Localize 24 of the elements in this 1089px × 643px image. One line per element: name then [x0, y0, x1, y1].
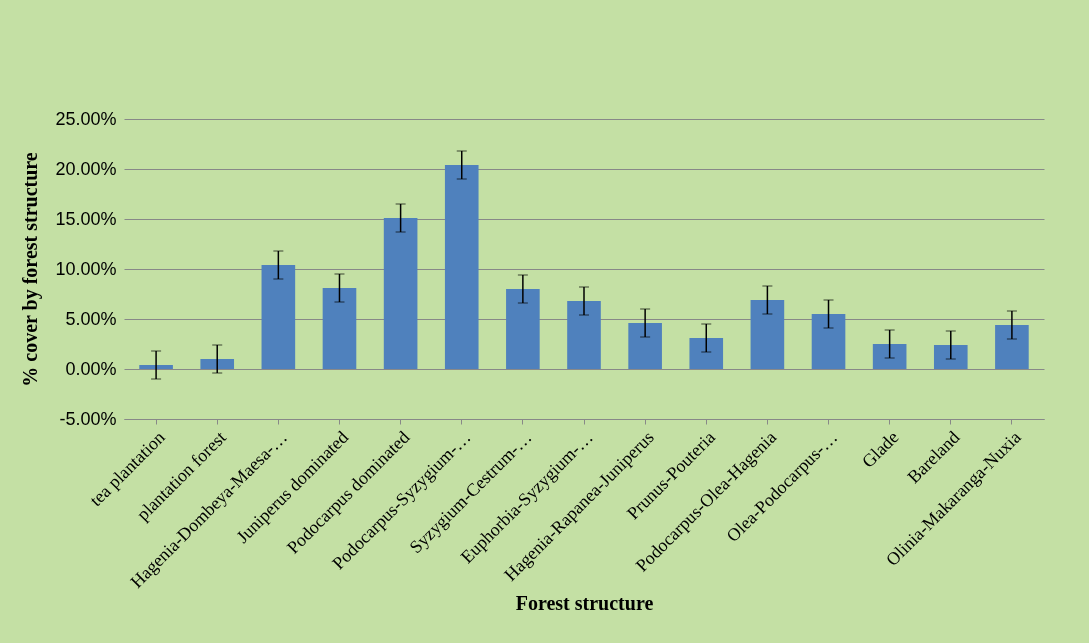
bar: [995, 325, 1029, 369]
x-axis-title: Forest structure: [515, 591, 654, 614]
bar: [200, 359, 235, 369]
y-tick-label: 15.00%: [55, 208, 117, 229]
y-tick-label: 10.00%: [55, 258, 117, 279]
bar: [506, 289, 540, 369]
y-tick-label: 25.00%: [55, 108, 117, 129]
y-axis-title: % cover by forest structure: [19, 152, 43, 387]
bar: [139, 365, 173, 369]
bar: [933, 345, 968, 369]
y-tick-label: 0.00%: [65, 358, 117, 379]
bar: [872, 344, 907, 369]
bar: [750, 300, 785, 369]
y-tick-label: 20.00%: [55, 158, 117, 179]
bar: [383, 218, 418, 369]
bar: [689, 338, 724, 369]
bar: [444, 165, 479, 369]
y-tick-label: -5.00%: [59, 408, 117, 429]
bar: [261, 265, 296, 369]
bar: [322, 288, 357, 369]
bar: [811, 314, 846, 369]
bar: [628, 323, 662, 369]
y-tick-label: 5.00%: [65, 308, 117, 329]
bar: [567, 301, 601, 369]
